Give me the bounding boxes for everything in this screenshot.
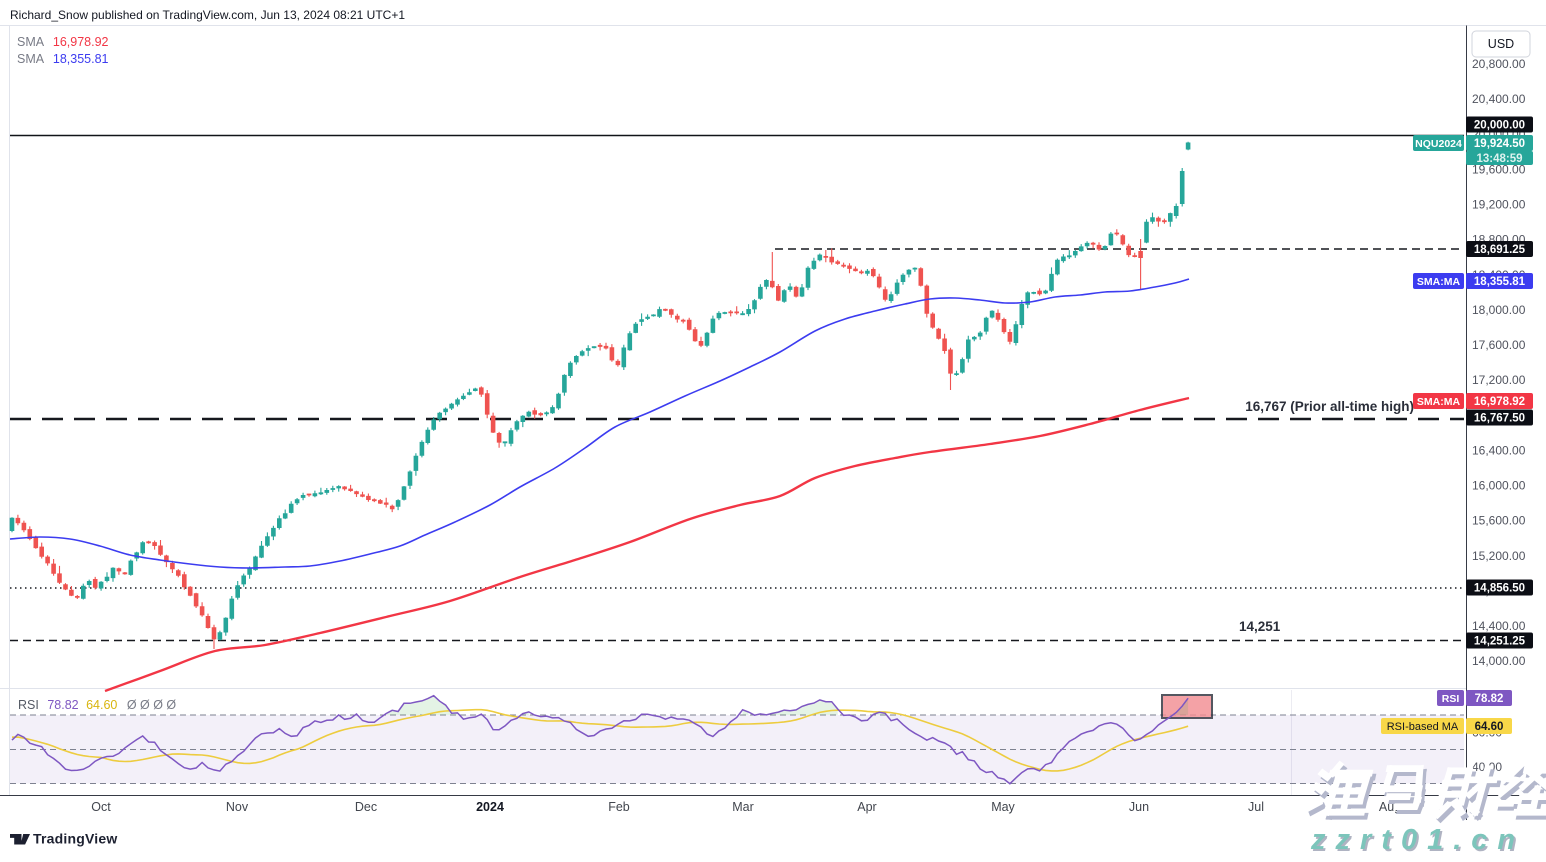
svg-text:TradingView: TradingView [33,831,117,847]
svg-text:Jul: Jul [1248,800,1264,814]
svg-text:17,600.00: 17,600.00 [1472,338,1526,352]
svg-text:14,251.25: 14,251.25 [1474,636,1526,648]
svg-text:Mar: Mar [732,800,754,814]
svg-text:64.60: 64.60 [1475,721,1504,733]
svg-text:Oct: Oct [91,800,111,814]
svg-text:Nov: Nov [226,800,249,814]
svg-text:16,400.00: 16,400.00 [1472,443,1526,457]
svg-text:NQU2024: NQU2024 [1415,138,1462,150]
svg-text:19,924.50: 19,924.50 [1474,138,1525,150]
svg-text:16,000.00: 16,000.00 [1472,479,1526,493]
svg-text:SMA:MA: SMA:MA [1417,396,1461,408]
svg-text:2024: 2024 [476,800,504,814]
svg-text:14,000.00: 14,000.00 [1472,654,1526,668]
svg-text:19,200.00: 19,200.00 [1472,198,1526,212]
svg-text:13:48:59: 13:48:59 [1476,153,1522,165]
svg-text:Dec: Dec [355,800,377,814]
svg-text:17,200.00: 17,200.00 [1472,373,1526,387]
svg-text:USD: USD [1488,37,1514,51]
svg-text:SMA:MA: SMA:MA [1417,276,1461,288]
svg-text:15,600.00: 15,600.00 [1472,514,1526,528]
svg-text:May: May [991,800,1015,814]
svg-text:RSI 78.82 64.60 Ø Ø Ø Ø: RSI 78.82 64.60 Ø Ø Ø Ø [18,698,176,712]
svg-text:19,600.00: 19,600.00 [1472,162,1526,176]
svg-text:20,800.00: 20,800.00 [1472,57,1526,71]
svg-text:Feb: Feb [608,800,630,814]
svg-text:14,400.00: 14,400.00 [1472,619,1526,633]
svg-text:Jun: Jun [1129,800,1149,814]
svg-text:SMA 18,355.81: SMA 18,355.81 [17,52,109,66]
svg-text:78.82: 78.82 [1475,693,1504,705]
svg-text:18,355.81: 18,355.81 [1474,276,1526,288]
svg-text:RSI-based MA: RSI-based MA [1387,721,1459,733]
svg-text:18,691.25: 18,691.25 [1474,244,1526,256]
svg-text:16,978.92: 16,978.92 [1474,396,1525,408]
svg-text:20,400.00: 20,400.00 [1472,92,1526,106]
svg-text:zzrt01.cn: zzrt01.cn [1310,824,1525,856]
svg-text:16,767 (Prior all-time high): 16,767 (Prior all-time high) [1245,399,1414,414]
svg-text:Apr: Apr [857,800,876,814]
svg-text:RSI: RSI [1442,693,1460,705]
svg-text:20,000.00: 20,000.00 [1474,120,1525,132]
svg-text:18,000.00: 18,000.00 [1472,303,1526,317]
svg-text:15,200.00: 15,200.00 [1472,549,1526,563]
svg-text:SMA 16,978.92: SMA 16,978.92 [17,35,109,49]
svg-text:zzrt01.cn: zzrt01.cn [1312,826,1527,857]
svg-text:16,767.50: 16,767.50 [1474,413,1525,425]
svg-text:14,251: 14,251 [1239,619,1281,634]
svg-text:14,856.50: 14,856.50 [1474,583,1525,595]
svg-text:Richard_Snow published on Trad: Richard_Snow published on TradingView.co… [10,8,405,22]
